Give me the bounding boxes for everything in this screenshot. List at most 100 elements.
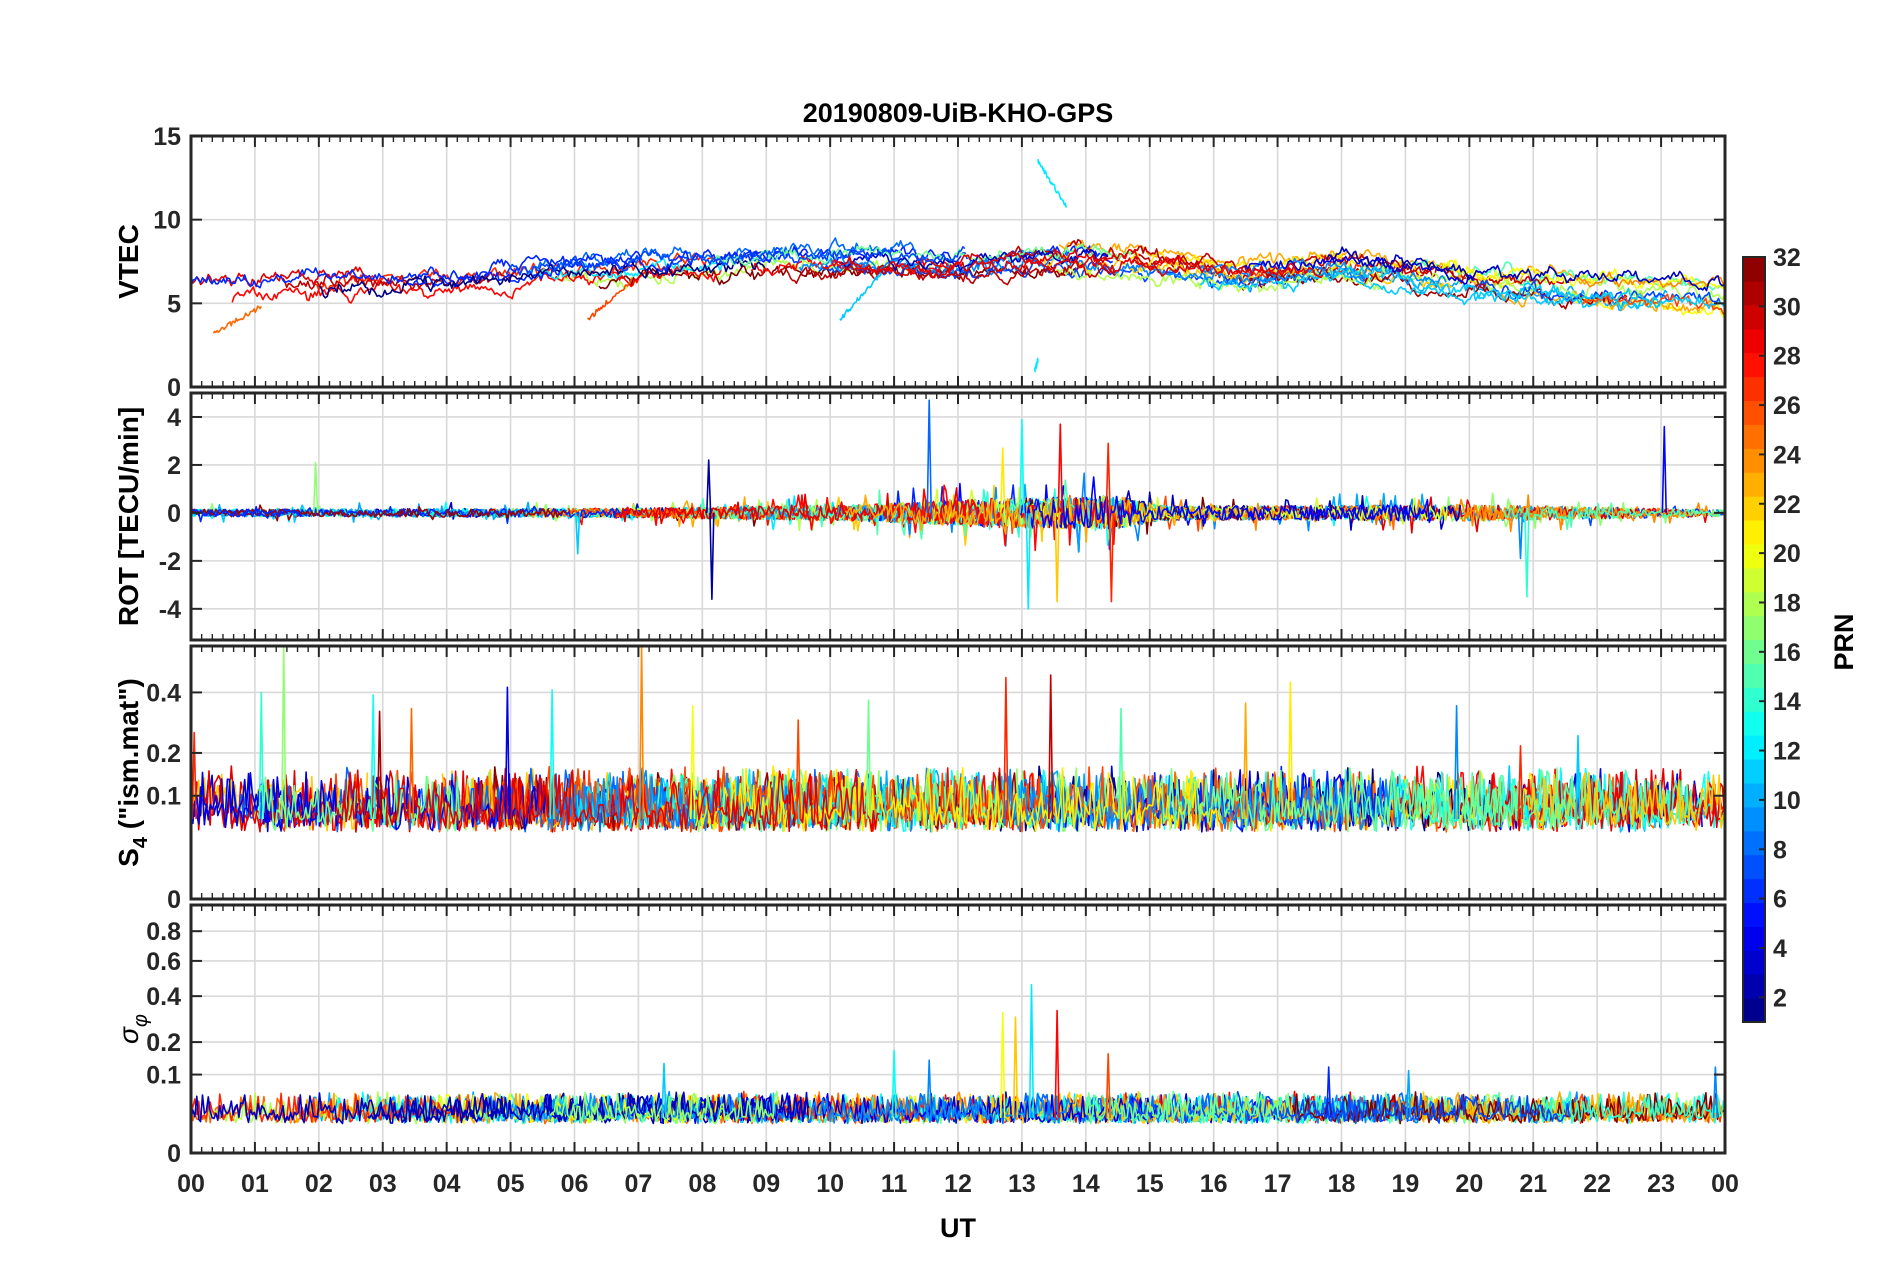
x-tick-label: 07 xyxy=(625,1170,653,1198)
series-line-prn-18 xyxy=(557,258,943,290)
y-axis-label-sub: φ xyxy=(130,1014,152,1027)
spike-prn-26 xyxy=(795,719,801,820)
spike-prn-26 xyxy=(1105,1053,1111,1118)
y-tick-label: 0 xyxy=(167,500,181,528)
x-tick-label: 08 xyxy=(688,1170,716,1198)
colorbar-frame xyxy=(1742,256,1766,1023)
colorbar-segment xyxy=(1743,998,1765,1023)
x-tick-label: 04 xyxy=(433,1170,461,1198)
colorbar-segment xyxy=(1743,257,1765,282)
y-tick-label: 0.2 xyxy=(146,740,181,768)
notable-arc-prn-25 xyxy=(212,305,263,334)
notable-arc-prn-12 xyxy=(1037,158,1068,208)
colorbar-segment xyxy=(1743,782,1765,808)
series-line-prn-27 xyxy=(314,252,719,291)
series-line-prn-29 xyxy=(831,255,1186,278)
x-axis-label: UT xyxy=(940,1213,976,1243)
y-tick-label: 15 xyxy=(153,123,181,151)
spike-prn-13 xyxy=(549,689,555,820)
spike-prn-20 xyxy=(690,704,696,820)
x-tick-label: 12 xyxy=(944,1170,972,1198)
y-tick-label: 0.8 xyxy=(146,918,181,946)
panel-sigma_phi-data xyxy=(191,983,1725,1125)
colorbar-tick-label: 26 xyxy=(1773,392,1801,420)
panel-sigma_phi: 0 0.1 0.2 0.4 0.60.8 σφ xyxy=(113,903,1727,1168)
spike-prn-8 xyxy=(926,399,932,513)
colorbar-segment xyxy=(1743,687,1765,712)
x-tick-label: 22 xyxy=(1583,1170,1611,1198)
colorbar-tick-label: 28 xyxy=(1773,343,1801,371)
colorbar-segment xyxy=(1743,424,1765,449)
spike-prn-28 xyxy=(1057,423,1063,513)
x-tick-label: 17 xyxy=(1264,1170,1292,1198)
x-tick-label: 20 xyxy=(1455,1170,1483,1198)
spike-prn-17 xyxy=(281,646,287,820)
y-axis-label: σφ xyxy=(113,1014,152,1044)
spike-prn-10 xyxy=(1405,1069,1412,1118)
x-tick-labels: 00 01 02 03 04 05 06 07 08 09 10 11 12 13 14 15 16 17 18 19… xyxy=(177,1170,1739,1198)
colorbar-tick-label: 2 xyxy=(1773,984,1787,1012)
spike-prn-24 xyxy=(638,646,645,820)
spike-prn-4 xyxy=(504,686,511,820)
colorbar-segment xyxy=(1743,448,1765,473)
series-line-prn-30 xyxy=(778,260,1116,286)
colorbar-tick-label: 6 xyxy=(1773,886,1787,914)
spike-prn-9 xyxy=(926,1059,932,1118)
y-tick-label: 0 xyxy=(167,1140,181,1168)
colorbar-segment xyxy=(1743,472,1765,497)
colorbar-segment xyxy=(1743,711,1765,736)
spike-prn-20 xyxy=(1000,1011,1006,1118)
x-tick-label: 19 xyxy=(1392,1170,1420,1198)
spike-prn-27 xyxy=(1003,676,1009,820)
series-line-prn-5 xyxy=(1020,476,1434,530)
spike-prn-9 xyxy=(1712,1066,1719,1118)
x-tick-label: 00 xyxy=(177,1170,205,1198)
panel-vtec-ticks xyxy=(190,135,1726,388)
panel-rot: -4 -2 0 2 4 ROT [TECU/min] xyxy=(113,391,1727,642)
x-tick-label: 21 xyxy=(1519,1170,1547,1198)
panel-sigma_phi-ticks xyxy=(190,905,1726,1154)
colorbar-tick-label: 24 xyxy=(1773,441,1801,469)
notable-arc-prn-11 xyxy=(839,272,883,321)
spike-prn-21 xyxy=(1287,681,1294,820)
panel-rot-data xyxy=(191,399,1725,610)
spike-prn-6 xyxy=(1326,1066,1332,1118)
colorbar-segment xyxy=(1743,519,1765,545)
colorbar-label: PRN xyxy=(1829,613,1859,670)
series-line-prn-6 xyxy=(191,505,301,518)
y-tick-label: 0.6 xyxy=(146,948,181,976)
colorbar-tick-label: 18 xyxy=(1773,589,1801,617)
spike-prn-13 xyxy=(1019,418,1025,513)
series-line-prn-6 xyxy=(191,505,629,525)
y-axis-label: S4 ("ism.mat") xyxy=(113,678,152,867)
series-line-prn-16 xyxy=(714,243,1133,267)
y-tick-label: 4 xyxy=(167,404,181,432)
spike-prn-27 xyxy=(1108,512,1115,603)
spike-prn-25 xyxy=(408,707,415,820)
spike-prn-11 xyxy=(1575,734,1581,820)
spike-prn-11 xyxy=(575,512,581,555)
colorbar-tick-label: 8 xyxy=(1773,836,1787,864)
series-line-prn-26 xyxy=(1582,293,1725,316)
colorbar-segment xyxy=(1743,376,1765,402)
series-line-prn-16 xyxy=(1086,1092,1280,1125)
x-tick-label: 00 xyxy=(1711,1170,1739,1198)
y-axis-label-rest: ("ism.mat") xyxy=(113,678,144,837)
colorbar-segment xyxy=(1743,304,1765,330)
y-tick-label: 2 xyxy=(167,452,181,480)
x-tick-label: 23 xyxy=(1647,1170,1675,1198)
colorbar-tick-label: 30 xyxy=(1773,293,1801,321)
x-tick-label: 06 xyxy=(561,1170,589,1198)
spike-prn-15 xyxy=(1118,707,1124,820)
colorbar-segment xyxy=(1743,830,1765,856)
series-line-prn-18 xyxy=(1290,260,1725,302)
spike-prn-12 xyxy=(1025,512,1031,610)
y-tick-label: 0.2 xyxy=(146,1029,181,1057)
colorbar-segment xyxy=(1743,902,1765,927)
y-tick-label: 0.4 xyxy=(146,983,181,1011)
spike-prn-5 xyxy=(1661,425,1667,513)
spike-prn-23 xyxy=(1242,702,1249,820)
series-line-prn-28 xyxy=(902,488,1132,552)
y-axis-label: VTEC xyxy=(113,224,144,299)
